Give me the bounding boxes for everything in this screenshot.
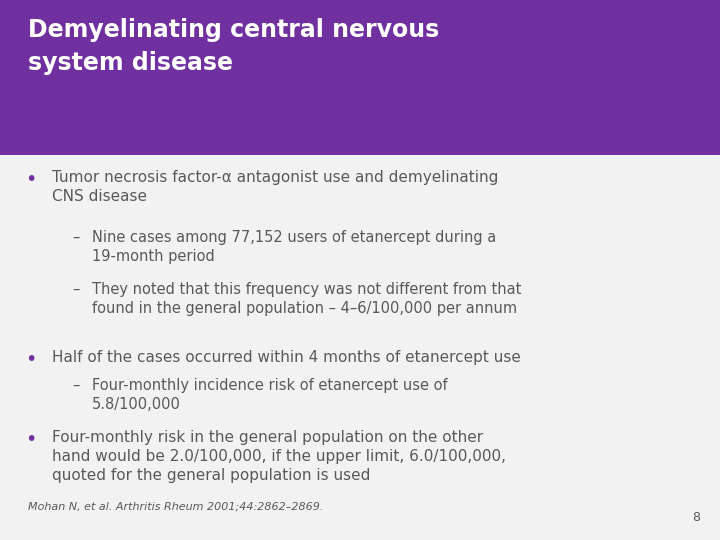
Text: 8: 8 — [692, 511, 700, 524]
Text: Half of the cases occurred within 4 months of etanercept use: Half of the cases occurred within 4 mont… — [52, 350, 521, 365]
Text: •: • — [25, 350, 37, 369]
Text: •: • — [25, 170, 37, 189]
Text: –: – — [72, 230, 79, 245]
Text: Nine cases among 77,152 users of etanercept during a
19-month period: Nine cases among 77,152 users of etanerc… — [92, 230, 496, 264]
Text: Four-monthly incidence risk of etanercept use of
5.8/100,000: Four-monthly incidence risk of etanercep… — [92, 378, 448, 412]
Text: Demyelinating central nervous
system disease: Demyelinating central nervous system dis… — [28, 18, 439, 75]
Text: Tumor necrosis factor-α antagonist use and demyelinating
CNS disease: Tumor necrosis factor-α antagonist use a… — [52, 170, 498, 204]
Text: –: – — [72, 282, 79, 297]
Text: Mohan N, et al. Arthritis Rheum 2001;44:2862–2869.: Mohan N, et al. Arthritis Rheum 2001;44:… — [28, 502, 323, 512]
Text: •: • — [25, 430, 37, 449]
Text: –: – — [72, 378, 79, 393]
Text: Four-monthly risk in the general population on the other
hand would be 2.0/100,0: Four-monthly risk in the general populat… — [52, 430, 506, 483]
FancyBboxPatch shape — [0, 0, 720, 155]
Text: They noted that this frequency was not different from that
found in the general : They noted that this frequency was not d… — [92, 282, 521, 316]
